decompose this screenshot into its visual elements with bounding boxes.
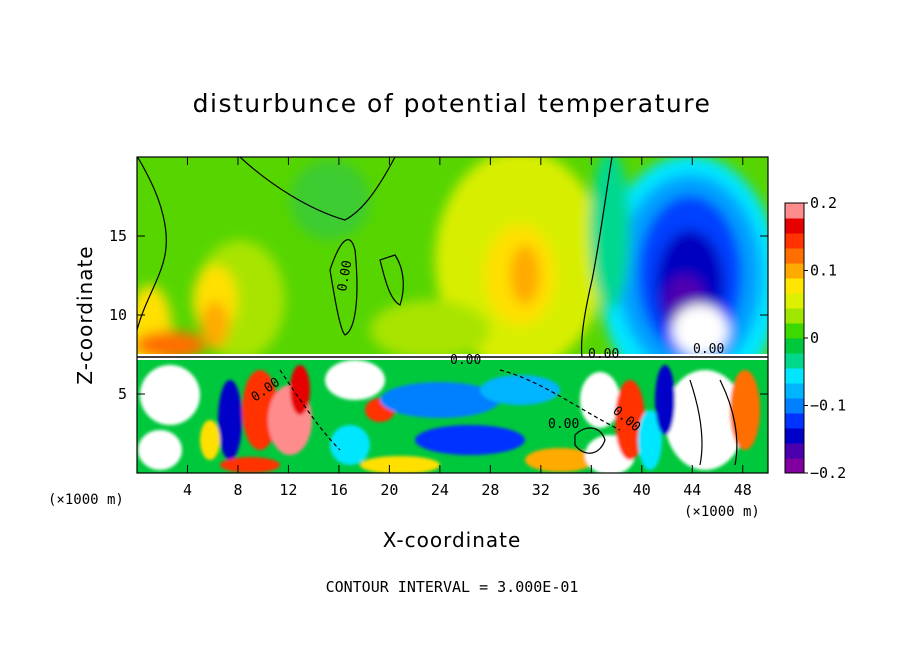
contour-interval-note: CONTOUR INTERVAL = 3.000E-01 xyxy=(326,578,579,596)
colorbar-labels: 0.2 0.1 0 −0.1 −0.2 xyxy=(804,194,846,482)
colorbar-tick-label: 0 xyxy=(810,329,819,347)
y-tick-label: 15 xyxy=(109,227,127,245)
x-tick-label: 40 xyxy=(633,481,651,499)
colorbar-swatch xyxy=(785,338,804,354)
colorbar: 0.2 0.1 0 −0.1 −0.2 xyxy=(784,194,846,482)
x-tick-label: 12 xyxy=(279,481,297,499)
colorbar-swatch xyxy=(785,398,804,414)
contour-label: 0.00 xyxy=(588,347,619,362)
x-tick-label: 44 xyxy=(683,481,701,499)
x-tick-label: 24 xyxy=(431,481,449,499)
colorbar-swatch xyxy=(785,383,804,399)
colorbar-swatch xyxy=(785,323,804,339)
x-tick-label: 4 xyxy=(183,481,192,499)
colorbar-swatch xyxy=(785,248,804,264)
colorbar-swatch xyxy=(785,413,804,429)
colorbar-swatches xyxy=(785,203,804,474)
colorbar-swatch xyxy=(785,278,804,294)
x-tick-label: 8 xyxy=(233,481,242,499)
x-axis: 4 8 12 16 20 24 28 32 36 40 44 48 xyxy=(183,157,752,499)
colorbar-swatch xyxy=(785,233,804,249)
contour-label: 0.00 xyxy=(335,259,355,292)
colorbar-swatch xyxy=(785,443,804,459)
colorbar-swatch xyxy=(785,263,804,279)
colorbar-tick-label: 0.1 xyxy=(810,262,837,280)
x-tick-label: 20 xyxy=(380,481,398,499)
y-tick-label: 5 xyxy=(118,385,127,403)
colorbar-tick-label: 0.2 xyxy=(810,194,837,212)
x-axis-unit-left: (×1000 m) xyxy=(48,492,124,508)
x-tick-label: 16 xyxy=(330,481,348,499)
colorbar-swatch xyxy=(785,428,804,444)
x-tick-label: 48 xyxy=(734,481,752,499)
contour-label: 0.00 xyxy=(693,342,724,357)
colorbar-swatch xyxy=(785,458,804,474)
contour-label: 0.00 xyxy=(450,353,481,368)
colorbar-swatch xyxy=(785,293,804,309)
y-tick-label: 10 xyxy=(109,306,127,324)
colorbar-swatch xyxy=(785,368,804,384)
colorbar-swatch xyxy=(785,203,804,219)
y-axis-title: Z-coordinate xyxy=(73,245,97,384)
upper-field xyxy=(137,157,768,358)
x-axis-title: X-coordinate xyxy=(383,528,522,552)
colorbar-tick-label: −0.1 xyxy=(810,397,846,415)
colorbar-swatch xyxy=(785,218,804,234)
colorbar-tick-label: −0.2 xyxy=(810,464,846,482)
x-tick-label: 36 xyxy=(582,481,600,499)
colorbar-swatch xyxy=(785,353,804,369)
x-tick-label: 32 xyxy=(532,481,550,499)
x-axis-unit-right: (×1000 m) xyxy=(684,504,760,520)
plot-area: 0.00 0.00 0.00 0.00 0.00 0.00 0.00 xyxy=(136,156,769,474)
contour-lines xyxy=(137,157,738,466)
contour-label: 0.00 xyxy=(548,417,579,432)
lower-field xyxy=(137,357,768,473)
colorbar-swatch xyxy=(785,308,804,324)
chart-title: disturbunce of potential temperature xyxy=(193,89,712,118)
x-tick-label: 28 xyxy=(481,481,499,499)
y-axis: 5 10 15 xyxy=(109,227,768,403)
